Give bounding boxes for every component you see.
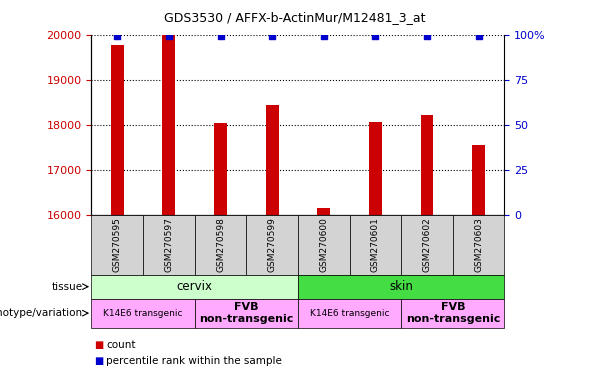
Text: K14E6 transgenic: K14E6 transgenic [310,309,389,318]
Text: genotype/variation: genotype/variation [0,308,83,318]
Text: GDS3530 / AFFX-b-ActinMur/M12481_3_at: GDS3530 / AFFX-b-ActinMur/M12481_3_at [164,12,426,25]
Point [164,33,173,40]
Bar [472,145,485,215]
Bar [317,208,330,215]
Point [216,33,225,40]
Text: count: count [106,340,136,350]
Text: skin: skin [389,280,413,293]
Point [422,33,432,40]
Bar [111,45,124,215]
Text: FVB
non-transgenic: FVB non-transgenic [199,302,293,324]
Text: GSM270601: GSM270601 [371,217,380,272]
Point [267,33,277,40]
Text: GSM270597: GSM270597 [165,217,173,272]
Text: GSM270602: GSM270602 [422,217,431,272]
Bar [421,115,434,215]
Text: cervix: cervix [176,280,213,293]
Text: ■: ■ [94,356,104,366]
Point [319,33,329,40]
Text: FVB
non-transgenic: FVB non-transgenic [406,302,500,324]
Bar [266,105,278,215]
Point [371,33,380,40]
Text: ■: ■ [94,340,104,350]
Text: GSM270599: GSM270599 [268,217,277,272]
Bar [162,35,175,215]
Text: percentile rank within the sample: percentile rank within the sample [106,356,282,366]
Text: GSM270595: GSM270595 [113,217,122,272]
Bar [214,122,227,215]
Text: GSM270600: GSM270600 [319,217,328,272]
Point [474,33,483,40]
Text: GSM270598: GSM270598 [216,217,225,272]
Point [113,33,122,40]
Text: tissue: tissue [51,281,83,292]
Text: K14E6 transgenic: K14E6 transgenic [103,309,183,318]
Text: GSM270603: GSM270603 [474,217,483,272]
Bar [369,122,382,215]
